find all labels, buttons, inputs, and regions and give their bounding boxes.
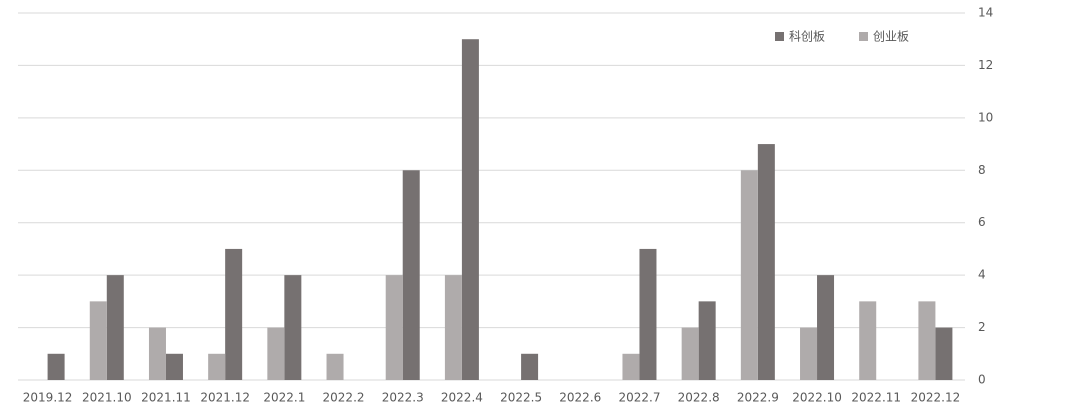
x-tick-label: 2022.7: [618, 391, 660, 405]
y-tick-label: 12: [978, 58, 993, 72]
x-tick-label: 2022.12: [911, 391, 961, 405]
bar: [106, 275, 124, 380]
x-tick-label: 2021.12: [200, 391, 250, 405]
bar: [47, 353, 65, 380]
x-tick-label: 2021.11: [141, 391, 191, 405]
bar: [918, 301, 936, 380]
bar: [681, 327, 699, 380]
y-tick-label: 4: [978, 268, 986, 282]
bar: [859, 301, 877, 380]
x-tick-label: 2022.10: [792, 391, 842, 405]
bar: [208, 353, 226, 380]
x-tick-label: 2021.10: [82, 391, 132, 405]
bar: [385, 275, 403, 380]
bar: [817, 275, 835, 380]
y-tick-label: 14: [978, 6, 993, 20]
legend-swatch: [775, 32, 784, 41]
bar: [148, 327, 166, 380]
bar: [740, 170, 758, 380]
legend-label: 科创板: [789, 30, 825, 44]
bar: [225, 248, 243, 380]
bar: [89, 301, 107, 380]
x-tick-label: 2019.12: [23, 391, 73, 405]
bar: [267, 327, 285, 380]
bar: [521, 353, 539, 380]
bar: [698, 301, 716, 380]
x-tick-label: 2022.4: [441, 391, 483, 405]
bar: [165, 353, 183, 380]
bar: [444, 275, 462, 380]
x-tick-label: 2022.9: [737, 391, 779, 405]
y-tick-label: 10: [978, 110, 993, 124]
y-tick-label: 2: [978, 320, 986, 334]
bar: [622, 353, 640, 380]
x-tick-label: 2022.3: [382, 391, 424, 405]
x-tick-label: 2022.8: [678, 391, 720, 405]
x-tick-label: 2022.2: [323, 391, 365, 405]
bar: [935, 327, 953, 380]
bar: [402, 170, 420, 380]
legend-swatch: [859, 32, 868, 41]
x-tick-label: 2022.6: [559, 391, 601, 405]
bar: [461, 39, 479, 380]
x-tick-label: 2022.11: [851, 391, 901, 405]
y-tick-label: 8: [978, 163, 986, 177]
y-tick-label: 0: [978, 373, 986, 387]
bar: [284, 275, 302, 380]
y-tick-label: 6: [978, 215, 986, 229]
x-tick-label: 2022.1: [263, 391, 305, 405]
legend-label: 创业板: [873, 30, 909, 44]
x-tick-label: 2022.5: [500, 391, 542, 405]
bar: [326, 353, 344, 380]
bar: [800, 327, 818, 380]
bar: [639, 248, 657, 380]
bar: [757, 144, 775, 380]
